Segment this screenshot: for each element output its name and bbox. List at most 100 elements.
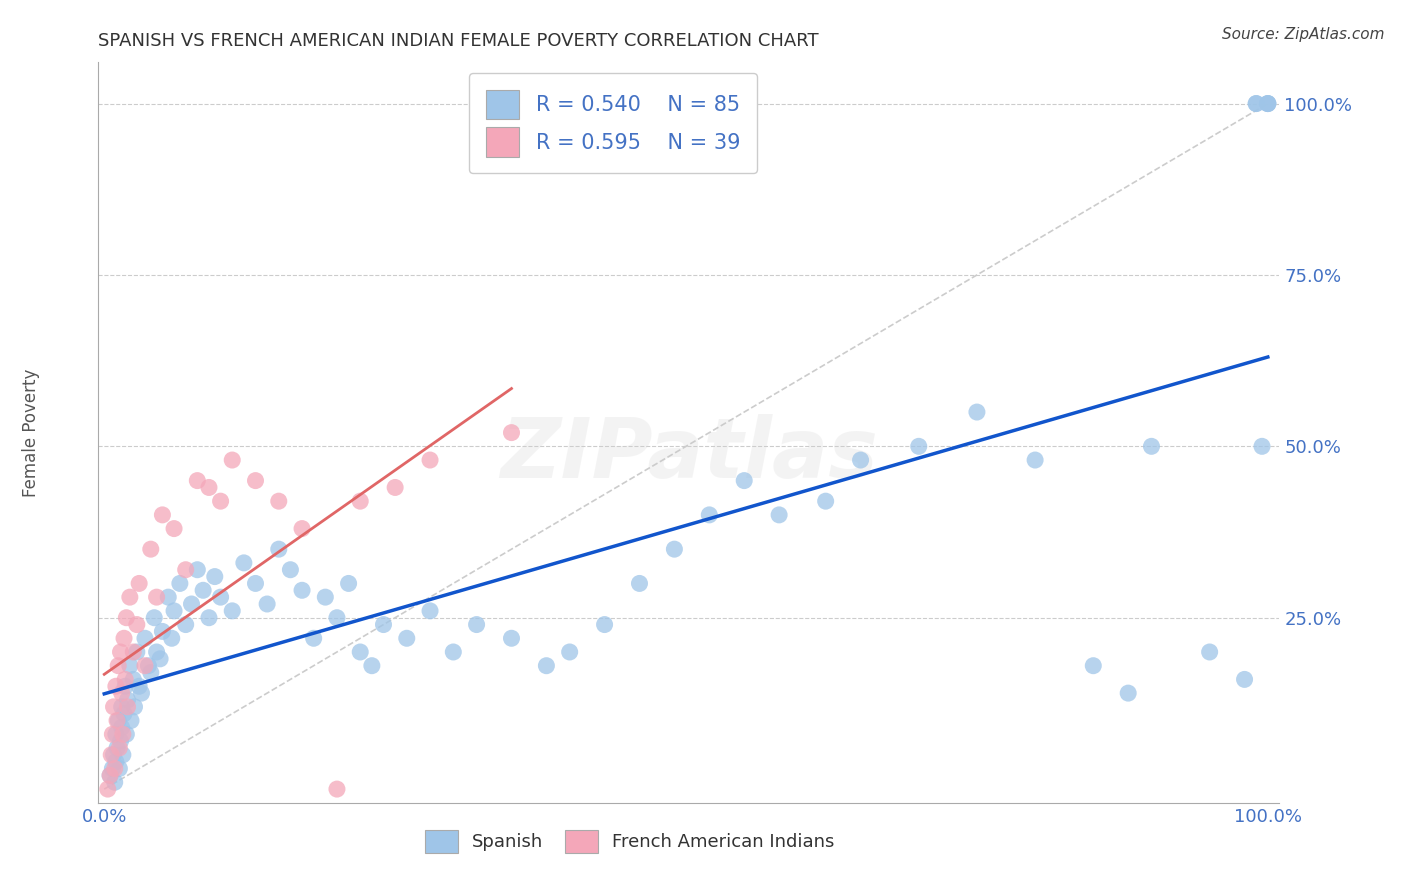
Point [501,632,523,646]
Point [337,576,360,591]
Point [326,782,349,797]
Point [122,645,145,659]
Point [104,775,127,789]
Point [103,747,125,762]
Point [114,673,136,687]
Point [163,604,186,618]
Point [221,604,243,618]
Point [256,597,278,611]
Point [1024,453,1046,467]
Point [118,590,141,604]
Point [245,474,267,488]
Point [124,699,146,714]
Point [966,405,988,419]
Point [138,658,160,673]
Point [267,494,290,508]
Point [105,741,128,756]
Point [111,686,134,700]
Point [111,699,134,714]
Point [112,632,135,646]
Point [419,604,441,618]
Point [419,453,441,467]
Point [558,645,581,659]
Point [221,453,243,467]
Point [108,741,131,756]
Point [1244,96,1267,111]
Point [117,699,139,714]
Text: Source: ZipAtlas.com: Source: ZipAtlas.com [1222,27,1385,42]
Point [209,590,232,604]
Point [125,617,148,632]
Point [697,508,720,522]
Point [160,632,183,646]
Point [104,762,127,776]
Point [117,693,139,707]
Point [1140,439,1163,453]
Point [395,632,418,646]
Point [107,714,129,728]
Point [105,714,128,728]
Point [1233,673,1256,687]
Point [104,727,127,741]
Point [186,474,208,488]
Point [111,727,134,741]
Point [115,611,138,625]
Y-axis label: Female Poverty: Female Poverty [22,368,41,497]
Point [814,494,837,508]
Point [101,762,124,776]
Point [291,522,314,536]
Point [198,480,221,494]
Point [131,686,153,700]
Point [628,576,651,591]
Point [267,542,290,557]
Point [120,714,142,728]
Point [191,583,214,598]
Point [1251,439,1274,453]
Point [163,522,186,536]
Point [768,508,790,522]
Point [134,632,156,646]
Point [1244,96,1267,111]
Point [98,768,121,782]
Point [101,727,124,741]
Point [114,679,136,693]
Point [1257,96,1279,111]
Point [104,679,127,693]
Point [98,768,121,782]
Point [152,508,174,522]
Point [302,632,325,646]
Point [128,576,150,591]
Point [1116,686,1139,700]
Point [1198,645,1220,659]
Point [232,556,254,570]
Point [280,563,302,577]
Point [143,611,166,625]
Point [291,583,314,598]
Point [1257,96,1279,111]
Point [174,563,197,577]
Point [111,747,134,762]
Point [149,652,172,666]
Point [326,611,349,625]
Legend: Spanish, French American Indians: Spanish, French American Indians [418,822,842,861]
Point [1083,658,1105,673]
Point [373,617,395,632]
Point [115,727,138,741]
Point [125,645,148,659]
Point [139,542,162,557]
Point [174,617,197,632]
Point [360,658,382,673]
Point [104,755,127,769]
Point [152,624,174,639]
Point [907,439,929,453]
Point [110,734,132,748]
Point [100,747,122,762]
Point [664,542,686,557]
Point [536,658,558,673]
Point [180,597,202,611]
Point [209,494,232,508]
Point [111,720,134,734]
Point [134,658,156,673]
Point [593,617,616,632]
Point [145,590,167,604]
